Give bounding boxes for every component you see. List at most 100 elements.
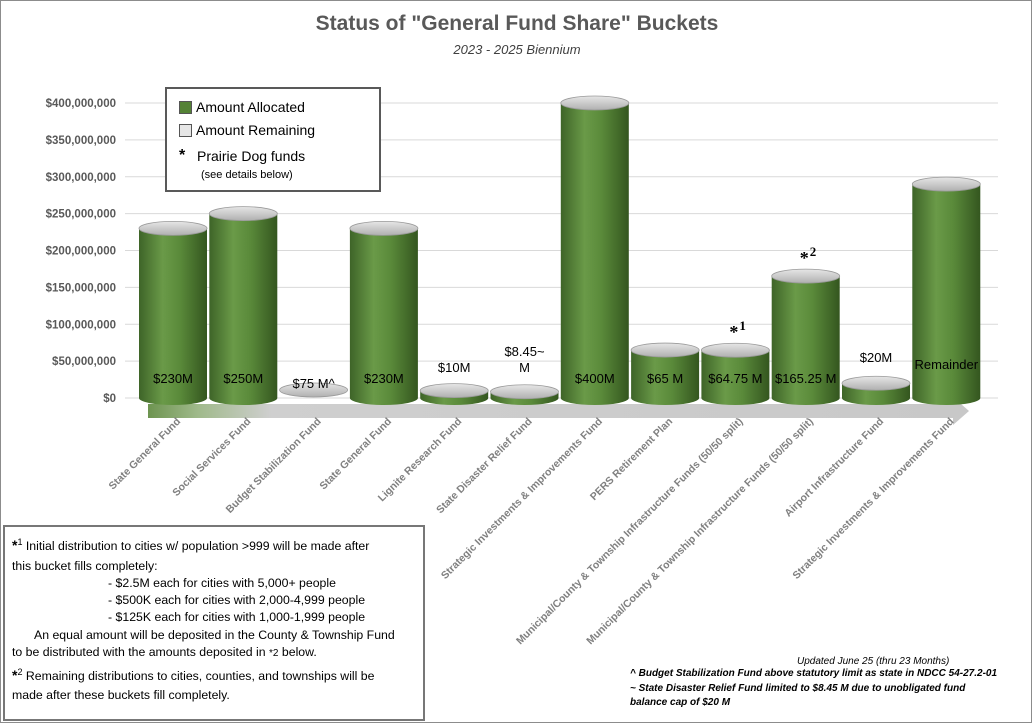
caret-note: ^ Budget Stabilization Fund above statut… xyxy=(630,668,998,679)
annotation-sup: 2 xyxy=(810,244,817,259)
category-label: Strategic Investments & Improvements Fun… xyxy=(790,416,956,582)
category-label: Social Services Fund xyxy=(170,416,253,499)
y-tick-label: $400,000,000 xyxy=(46,98,116,110)
note-1-bullet-1: - $2.5M each for cities with 5,000+ peop… xyxy=(108,576,336,590)
bar xyxy=(560,95,630,406)
chart-subtitle: 2023 - 2025 Biennium xyxy=(453,42,581,57)
bar-top xyxy=(771,268,841,284)
data-label: M xyxy=(519,360,530,375)
data-label: Remainder xyxy=(915,357,979,372)
bar-top xyxy=(138,220,208,236)
bar xyxy=(701,342,770,406)
category-label: Municipal/County & Township Infrastructu… xyxy=(584,416,816,648)
note-1-text-4b: below. xyxy=(278,645,317,659)
bar-top xyxy=(349,220,419,236)
bar xyxy=(911,176,981,406)
data-label: $75 M^ xyxy=(292,376,335,391)
bar-body xyxy=(560,103,629,406)
bar xyxy=(419,383,489,406)
x-axis-arrow xyxy=(148,397,969,425)
bar-body xyxy=(771,276,840,406)
bar xyxy=(279,382,349,398)
data-label: $230M xyxy=(364,371,404,386)
category-label: Municipal/County & Township Infrastructu… xyxy=(514,416,746,648)
bar xyxy=(490,384,559,405)
data-label: $230M xyxy=(153,371,193,386)
bar-top xyxy=(279,382,349,398)
bar-top xyxy=(841,375,911,391)
note-1-bullet-3: - $125K each for cities with 1,000-1,999… xyxy=(108,610,366,624)
bar xyxy=(349,220,419,406)
bar-top xyxy=(911,176,981,192)
legend-swatch-allocated xyxy=(179,100,192,114)
note-1-bullet-2: - $500K each for cities with 2,000-4,999… xyxy=(108,593,366,607)
note-1-text-4a: to be distributed with the amounts depos… xyxy=(12,645,270,659)
star-icon: * xyxy=(12,537,18,554)
bar xyxy=(208,206,278,405)
bar xyxy=(630,342,700,406)
category-label: Strategic Investments & Improvements Fun… xyxy=(439,416,605,582)
y-tick-label: $300,000,000 xyxy=(46,172,116,184)
legend-swatch-remaining xyxy=(179,123,192,137)
note-2-line-1: *2 Remaining distributions to cities, co… xyxy=(12,667,374,683)
data-label: $250M xyxy=(223,371,263,386)
bar-body xyxy=(631,350,700,406)
data-label: $20M xyxy=(860,350,893,365)
category-label: State General Fund xyxy=(107,416,184,493)
bar-body xyxy=(912,184,981,406)
legend-item-prairie: * Prairie Dog funds xyxy=(179,147,305,165)
note-1-line-3: An equal amount will be deposited in the… xyxy=(34,628,395,642)
data-label: $8.45~ xyxy=(504,344,545,359)
bar xyxy=(771,268,841,406)
legend-label-prairie: Prairie Dog funds xyxy=(197,148,306,164)
legend-label-remaining: Amount Remaining xyxy=(196,122,316,138)
annotation-sup: 1 xyxy=(739,318,746,333)
data-label: $64.75 M xyxy=(708,371,762,386)
legend-item-allocated: Amount Allocated xyxy=(179,99,305,115)
note-2-line-2: made after these buckets fill completely… xyxy=(12,688,230,702)
bar xyxy=(841,375,911,405)
data-label: $10M xyxy=(438,360,471,375)
bar-body xyxy=(209,213,278,405)
bar-top xyxy=(208,206,278,222)
bar-top xyxy=(490,384,559,400)
bar xyxy=(138,220,208,405)
note-2-text-1: Remaining distributions to cities, count… xyxy=(25,669,375,684)
note-1-line-1: *1 Initial distribution to cities w/ pop… xyxy=(12,537,369,553)
legend-details-note: (see details below) xyxy=(201,169,293,181)
note-1-text-1: Initial distribution to cities w/ popula… xyxy=(25,539,370,554)
star-icon: * xyxy=(179,147,186,164)
legend-label-allocated: Amount Allocated xyxy=(196,99,305,115)
note-2-sup: 2 xyxy=(17,667,23,677)
y-tick-label: $250,000,000 xyxy=(46,209,116,221)
chart-title: Status of "General Fund Share" Buckets xyxy=(315,12,719,35)
bar-body xyxy=(349,228,418,406)
data-label: $65 M xyxy=(647,371,683,386)
tilde-note-1: ~ State Disaster Relief Fund limited to … xyxy=(630,683,966,694)
tilde-note-2: balance cap of $20 M xyxy=(630,697,731,708)
data-label: $165.25 M xyxy=(775,371,836,386)
note-1-sup: 1 xyxy=(17,537,23,547)
legend-item-remaining: Amount Remaining xyxy=(179,122,315,138)
note-1-line-4: to be distributed with the amounts depos… xyxy=(12,645,317,659)
data-label: $400M xyxy=(575,371,615,386)
y-tick-label: $150,000,000 xyxy=(46,282,116,294)
annotation-star: * xyxy=(729,322,738,342)
bar-body xyxy=(139,228,207,405)
bar-top xyxy=(701,342,770,358)
bar-top xyxy=(560,95,630,111)
category-label: State General Fund xyxy=(317,416,394,493)
notes-box: *1 Initial distribution to cities w/ pop… xyxy=(3,525,425,721)
legend: Amount Allocated Amount Remaining * Prai… xyxy=(165,87,381,192)
star-icon: * xyxy=(12,667,18,684)
y-tick-label: $200,000,000 xyxy=(46,246,116,258)
bar-body xyxy=(701,350,770,406)
y-tick-label: $0 xyxy=(103,393,116,405)
bar-top xyxy=(419,383,489,399)
bar-top xyxy=(630,342,700,358)
note-1-ref: *2 xyxy=(269,648,279,659)
updated-note: Updated June 25 (thru 23 Months) xyxy=(797,656,950,667)
annotation-star: * xyxy=(800,248,809,268)
